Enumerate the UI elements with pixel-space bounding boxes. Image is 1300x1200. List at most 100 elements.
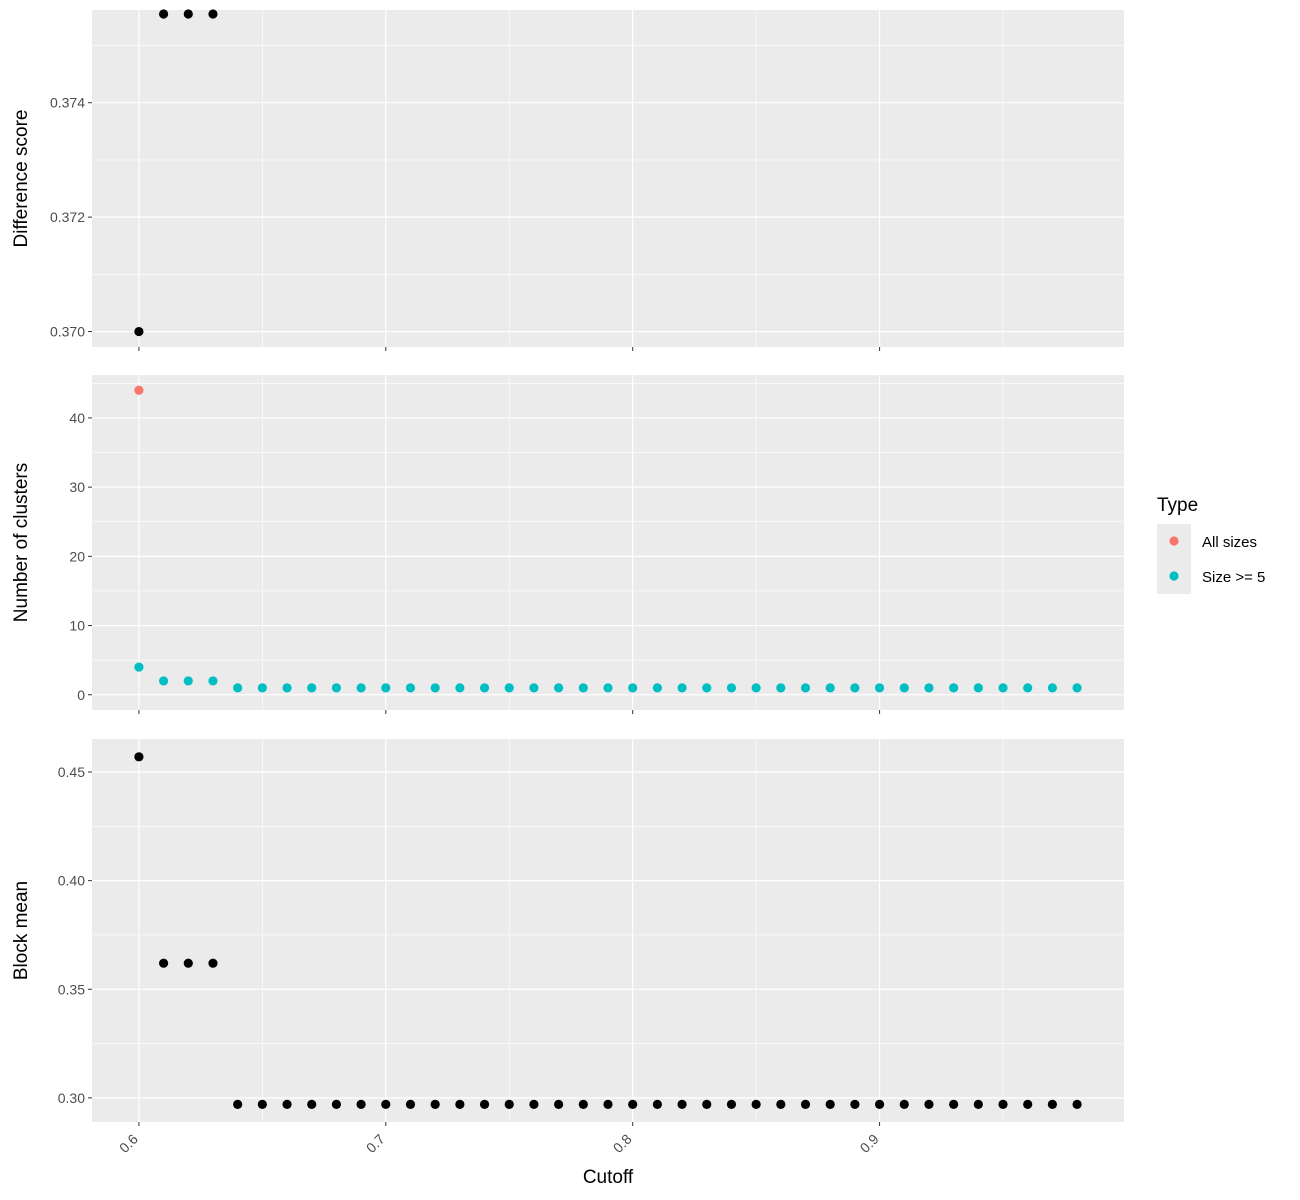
data-point-panel3-series1: [899, 1099, 909, 1110]
y-tick-label: 0.372: [50, 209, 85, 225]
data-point-panel3-series1: [381, 1099, 391, 1110]
data-point-panel2-series1: [134, 385, 144, 395]
data-point-panel3-series1: [554, 1099, 564, 1110]
y-axis-title: Number of clusters: [11, 463, 32, 622]
x-tick-label: 0.9: [857, 1131, 882, 1156]
data-point-panel2-series2: [825, 683, 835, 693]
data-point-panel3-series1: [949, 1099, 959, 1110]
data-point-panel3-series1: [652, 1099, 662, 1110]
y-tick-label: 20: [69, 548, 85, 564]
data-point-panel3-series1: [677, 1099, 687, 1110]
legend-label: Size >= 5: [1202, 569, 1265, 586]
legend-title: Type: [1157, 495, 1198, 516]
data-point-panel2-series2: [381, 683, 391, 693]
data-point-panel2-series2: [554, 683, 564, 693]
data-point-panel2-series2: [405, 683, 416, 693]
data-point-panel3-series1: [282, 1099, 292, 1110]
data-point-panel3-series1: [1047, 1099, 1058, 1110]
x-tick-label: 0.6: [116, 1131, 141, 1156]
data-point-panel2-series2: [158, 676, 169, 686]
data-point-panel2-series2: [973, 683, 983, 693]
data-point-panel2-series2: [702, 683, 712, 693]
data-point-panel2-series2: [529, 683, 539, 693]
data-point-panel3-series1: [776, 1099, 786, 1110]
data-point-panel2-series2: [652, 683, 662, 693]
data-point-panel2-series2: [677, 683, 687, 693]
data-point-panel3-series1: [628, 1099, 638, 1110]
data-point-panel2-series2: [924, 683, 934, 693]
data-point-panel2-series2: [307, 683, 317, 693]
legend-label: All sizes: [1202, 534, 1257, 551]
data-point-panel2-series2: [1047, 683, 1058, 693]
data-point-panel3-series1: [430, 1099, 440, 1110]
data-point-panel2-series2: [208, 676, 218, 686]
data-point-panel3-series1: [529, 1099, 539, 1110]
y-tick-label: 30: [69, 479, 85, 495]
data-point-panel2-series2: [874, 683, 885, 693]
data-point-panel3-series1: [134, 752, 144, 762]
legend-key-point: [1169, 571, 1179, 581]
data-point-panel1-series1: [183, 9, 193, 19]
data-point-panel3-series1: [1072, 1099, 1082, 1110]
data-point-panel2-series2: [479, 683, 490, 693]
panel-background-2: [92, 375, 1124, 710]
data-point-panel2-series2: [751, 683, 761, 693]
data-point-panel3-series1: [208, 958, 218, 968]
x-axis-title: Cutoff: [583, 1167, 634, 1188]
data-point-panel2-series2: [949, 683, 959, 693]
data-point-panel3-series1: [998, 1099, 1008, 1110]
data-point-panel2-series2: [899, 683, 909, 693]
y-tick-label: 10: [69, 618, 85, 634]
data-point-panel3-series1: [825, 1099, 835, 1110]
data-point-panel1-series1: [134, 326, 144, 337]
data-point-panel2-series2: [183, 676, 193, 686]
data-point-panel3-series1: [257, 1099, 267, 1110]
data-point-panel3-series1: [479, 1099, 490, 1110]
data-point-panel2-series2: [776, 683, 786, 693]
y-tick-label: 40: [69, 410, 85, 426]
y-axis-title: Difference score: [11, 110, 32, 248]
legend-key-point: [1169, 536, 1179, 546]
y-axis-title: Block mean: [11, 881, 32, 980]
data-point-panel3-series1: [233, 1099, 243, 1110]
data-point-panel3-series1: [356, 1099, 366, 1110]
data-point-panel2-series2: [356, 683, 366, 693]
data-point-panel2-series2: [628, 683, 638, 693]
data-point-panel2-series2: [800, 683, 811, 693]
data-point-panel2-series2: [233, 683, 243, 693]
data-point-panel2-series2: [1072, 683, 1082, 693]
y-tick-label: 0.40: [58, 873, 85, 889]
data-point-panel2-series2: [578, 683, 588, 693]
data-point-panel3-series1: [455, 1099, 465, 1110]
data-point-panel2-series2: [430, 683, 440, 693]
data-point-panel3-series1: [307, 1099, 317, 1110]
data-point-panel2-series2: [504, 683, 514, 693]
panel-background-3: [92, 739, 1124, 1122]
data-point-panel3-series1: [850, 1099, 860, 1110]
data-point-panel3-series1: [183, 958, 193, 968]
data-point-panel2-series2: [850, 683, 860, 693]
x-tick-label: 0.8: [610, 1131, 635, 1156]
data-point-panel3-series1: [158, 958, 169, 968]
data-point-panel2-series2: [455, 683, 465, 693]
data-point-panel3-series1: [331, 1099, 342, 1110]
data-point-panel3-series1: [726, 1099, 737, 1110]
data-point-panel3-series1: [800, 1099, 811, 1110]
data-point-panel2-series2: [134, 662, 144, 672]
y-tick-label: 0: [77, 687, 85, 703]
data-point-panel2-series2: [331, 683, 342, 693]
data-point-panel2-series2: [257, 683, 267, 693]
data-point-panel3-series1: [603, 1099, 613, 1110]
data-point-panel2-series2: [282, 683, 292, 693]
data-point-panel2-series2: [1023, 683, 1033, 693]
y-tick-label: 0.30: [58, 1090, 85, 1106]
y-tick-label: 0.370: [50, 324, 85, 340]
data-point-panel3-series1: [1023, 1099, 1033, 1110]
data-point-panel3-series1: [702, 1099, 712, 1110]
data-point-panel2-series2: [998, 683, 1008, 693]
y-tick-label: 0.374: [50, 95, 85, 111]
data-point-panel3-series1: [924, 1099, 934, 1110]
y-tick-label: 0.45: [58, 764, 85, 780]
data-point-panel3-series1: [751, 1099, 761, 1110]
